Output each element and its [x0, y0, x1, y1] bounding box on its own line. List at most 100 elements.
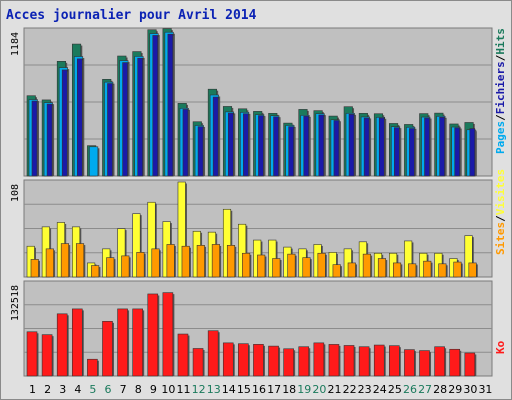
- ko-bar-day-28: [434, 346, 445, 377]
- sites-bar-day-23: [362, 253, 371, 278]
- chart-title: Acces journalier pour Avril 2014: [6, 8, 257, 23]
- pages-bar-day-3: [61, 69, 68, 177]
- panel-1-max-label: 1184: [10, 32, 21, 56]
- ko-bar-day-1: [26, 331, 38, 377]
- sites-bar-day-21: [332, 264, 341, 278]
- ko-bar-day-17: [268, 345, 279, 377]
- sites-bar-day-5: [91, 265, 100, 278]
- day-label-13: 13: [207, 383, 221, 396]
- day-label-24: 24: [373, 383, 387, 396]
- sites-bar-day-29: [453, 261, 462, 278]
- ko-bar-day-15: [238, 343, 249, 377]
- pages-bar-day-23: [363, 117, 370, 177]
- day-label-6: 6: [105, 383, 112, 396]
- ko-bar-day-24: [373, 344, 385, 377]
- pages-bar-day-27: [424, 117, 430, 177]
- pages-bar-day-19: [303, 115, 310, 177]
- day-label-25: 25: [388, 383, 402, 396]
- ko-bar-day-2: [41, 334, 53, 377]
- panel-3-max-label: 132518: [10, 285, 21, 321]
- day-label-17: 17: [267, 383, 281, 396]
- legend-separator: /: [494, 215, 507, 222]
- sites-bar-day-30: [468, 262, 477, 278]
- pages-bar-day-30: [469, 128, 476, 177]
- sites-bar-day-17: [272, 258, 281, 278]
- day-label-1: 1: [29, 383, 36, 396]
- pages-bar-day-13: [212, 96, 219, 177]
- day-label-9: 9: [150, 383, 157, 396]
- sites-bar-day-26: [408, 263, 417, 278]
- panel-3-legend: Ko: [494, 340, 507, 354]
- sites-bar-day-12: [196, 245, 205, 278]
- sites-bar-day-2: [45, 248, 54, 278]
- day-label-16: 16: [252, 383, 266, 396]
- day-label-10: 10: [161, 383, 175, 396]
- sites-bar-day-18: [287, 253, 296, 278]
- sites-bar-day-13: [211, 244, 220, 278]
- sites-bar-day-16: [257, 254, 266, 278]
- sites-bar-day-6: [106, 257, 115, 278]
- day-label-4: 4: [74, 383, 81, 396]
- sites-bar-day-10: [166, 244, 175, 278]
- ko-bar-day-23: [358, 346, 370, 377]
- day-label-11: 11: [177, 383, 191, 396]
- ko-bar-day-8: [132, 308, 143, 377]
- ko-bar-day-21: [328, 344, 340, 377]
- sites-bar-day-24: [377, 258, 387, 278]
- ko-bar-day-30: [464, 352, 476, 377]
- panel-2-max-label: 108: [10, 184, 21, 202]
- pages-bar-day-28: [439, 117, 445, 177]
- sites-bar-day-20: [317, 252, 326, 278]
- ko-bar-day-18: [283, 348, 294, 377]
- day-label-27: 27: [418, 383, 432, 396]
- ko-bar-day-9: [147, 293, 159, 377]
- sites-bar-day-15: [242, 252, 251, 278]
- sites-bar-day-9: [151, 248, 160, 278]
- ko-bar-day-25: [389, 345, 400, 377]
- day-label-26: 26: [403, 383, 417, 396]
- sites-bar-day-28: [438, 263, 447, 278]
- pages-bar-day-20: [318, 114, 325, 177]
- pages-bar-day-7: [122, 62, 128, 177]
- day-label-19: 19: [297, 383, 311, 396]
- ko-bar-day-10: [162, 292, 174, 377]
- sites-bar-day-4: [75, 243, 85, 278]
- ko-bar-day-16: [253, 344, 264, 377]
- pages-bar-day-21: [333, 120, 340, 177]
- legend-sites: Sites: [494, 222, 507, 255]
- sites-bar-day-25: [393, 262, 402, 278]
- legend-hits: Hits: [494, 28, 507, 55]
- day-label-5: 5: [89, 383, 96, 396]
- day-label-20: 20: [312, 383, 326, 396]
- panel-1-legend: Pages/Fichiers/Hits: [494, 28, 507, 154]
- pages-bar-day-17: [273, 116, 279, 177]
- ko-bar-day-13: [207, 330, 219, 377]
- pages-bar-day-11: [182, 109, 189, 177]
- pages-bar-day-9: [152, 35, 159, 177]
- day-label-8: 8: [135, 383, 142, 396]
- panel-2-legend: Sites/Visites: [494, 169, 507, 255]
- pages-bar-day-26: [409, 128, 415, 177]
- ko-bar-day-14: [222, 342, 234, 377]
- pages-bar-day-25: [394, 127, 400, 177]
- day-label-31: 31: [478, 383, 492, 396]
- ko-bar-day-19: [298, 346, 310, 377]
- ko-bar-day-26: [404, 349, 415, 377]
- sites-bar-day-3: [60, 243, 69, 278]
- pages-bar-day-1: [31, 100, 38, 177]
- pages-bar-day-22: [348, 114, 355, 177]
- pages-bar-day-16: [258, 115, 264, 177]
- legend-pages: Pages: [494, 121, 507, 154]
- pages-bar-day-4: [76, 58, 83, 177]
- legend-fichiers: Fichiers: [494, 61, 507, 114]
- pages-bar-day-8: [137, 57, 143, 177]
- ko-bar-day-5: [87, 358, 98, 377]
- sites-bar-day-19: [302, 257, 311, 278]
- ko-bar-day-3: [56, 313, 68, 377]
- pages-bar-day-6: [107, 83, 113, 177]
- sites-bar-day-8: [136, 252, 145, 278]
- pages-bar-day-29: [454, 127, 461, 177]
- day-label-30: 30: [463, 383, 477, 396]
- ko-bar-day-4: [71, 308, 83, 377]
- ko-bar-day-11: [177, 333, 189, 377]
